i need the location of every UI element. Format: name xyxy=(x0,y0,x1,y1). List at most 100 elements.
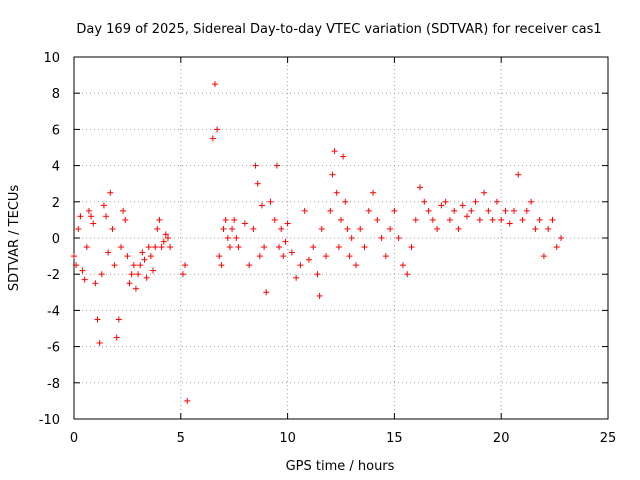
data-point xyxy=(83,244,90,251)
data-point xyxy=(412,216,419,223)
data-point xyxy=(519,216,526,223)
data-point xyxy=(421,198,428,205)
data-point xyxy=(126,280,133,287)
y-tick-label: -4 xyxy=(47,304,60,319)
data-point xyxy=(434,225,441,232)
data-point xyxy=(107,189,114,196)
data-point xyxy=(374,216,381,223)
data-point xyxy=(88,213,95,220)
data-point xyxy=(162,231,169,238)
x-tick-labels: 0 5 10 15 20 25 xyxy=(70,431,616,446)
data-point xyxy=(346,253,353,260)
data-point xyxy=(147,253,154,260)
data-point xyxy=(378,235,385,241)
data-point xyxy=(105,249,112,256)
data-point xyxy=(425,207,432,214)
data-point xyxy=(258,202,265,209)
data-point xyxy=(139,249,146,256)
data-point xyxy=(540,253,547,260)
data-point xyxy=(85,207,92,214)
data-point xyxy=(387,225,394,232)
data-point xyxy=(143,274,150,281)
data-point xyxy=(310,244,317,251)
data-point xyxy=(532,225,539,232)
data-point xyxy=(404,271,411,278)
data-point xyxy=(154,225,161,232)
y-tick-labels: -10 -8 -6 -4 -2 0 2 4 6 8 10 xyxy=(39,51,60,428)
data-point xyxy=(98,271,105,278)
data-point xyxy=(235,244,242,251)
data-point xyxy=(438,202,445,209)
data-point xyxy=(506,220,513,227)
data-point xyxy=(553,244,560,251)
data-point xyxy=(382,253,389,260)
data-point xyxy=(120,207,127,214)
y-tick-label: 4 xyxy=(52,160,60,175)
y-tick-label: 2 xyxy=(52,196,60,211)
data-point xyxy=(137,262,144,269)
data-point xyxy=(342,198,349,205)
data-point xyxy=(348,235,355,241)
data-point xyxy=(493,198,500,205)
data-point xyxy=(211,81,218,88)
x-tick-label: 5 xyxy=(177,431,185,446)
data-point xyxy=(160,238,167,245)
data-point xyxy=(545,225,552,232)
data-point xyxy=(361,244,368,251)
data-point xyxy=(130,262,137,269)
data-point xyxy=(222,216,229,223)
data-point xyxy=(485,207,492,214)
data-point xyxy=(150,267,157,274)
data-point xyxy=(231,216,238,223)
data-point xyxy=(502,207,509,214)
data-point xyxy=(273,162,280,169)
data-point xyxy=(167,244,174,251)
data-point xyxy=(96,339,103,346)
data-point xyxy=(536,216,543,223)
data-point xyxy=(271,216,278,223)
data-point xyxy=(241,220,248,227)
data-point xyxy=(446,216,453,223)
y-tick-label: -10 xyxy=(39,413,60,428)
data-point xyxy=(429,216,436,223)
data-point xyxy=(152,244,159,251)
data-point xyxy=(451,207,458,214)
data-point xyxy=(92,280,99,287)
data-point xyxy=(135,271,142,278)
data-point xyxy=(293,274,300,281)
data-point xyxy=(218,262,225,269)
data-point xyxy=(498,216,505,223)
data-point xyxy=(81,276,88,283)
data-point xyxy=(301,207,308,214)
data-point xyxy=(254,180,261,187)
data-point xyxy=(352,262,359,269)
data-point xyxy=(399,262,406,269)
data-point xyxy=(282,238,289,245)
x-tick-label: 15 xyxy=(386,431,403,446)
data-point xyxy=(323,253,330,260)
data-point xyxy=(117,244,124,251)
data-point xyxy=(476,216,483,223)
data-point xyxy=(442,198,449,205)
data-point xyxy=(156,216,163,223)
data-point xyxy=(122,216,129,223)
data-point xyxy=(233,235,240,241)
data-point xyxy=(179,271,186,278)
data-point xyxy=(511,207,518,214)
data-point xyxy=(391,207,398,214)
data-point xyxy=(278,225,285,232)
data-point xyxy=(224,235,231,241)
data-point xyxy=(523,207,530,214)
data-point xyxy=(250,225,257,232)
data-point xyxy=(455,225,462,232)
data-point xyxy=(297,262,304,269)
data-point xyxy=(305,256,312,263)
x-tick-label: 0 xyxy=(70,431,78,446)
data-point xyxy=(220,225,227,232)
data-point xyxy=(464,213,471,220)
data-point xyxy=(77,213,84,220)
y-tick-label: -2 xyxy=(47,268,60,283)
data-point xyxy=(515,171,522,178)
data-point xyxy=(141,256,148,263)
data-point xyxy=(113,334,120,341)
